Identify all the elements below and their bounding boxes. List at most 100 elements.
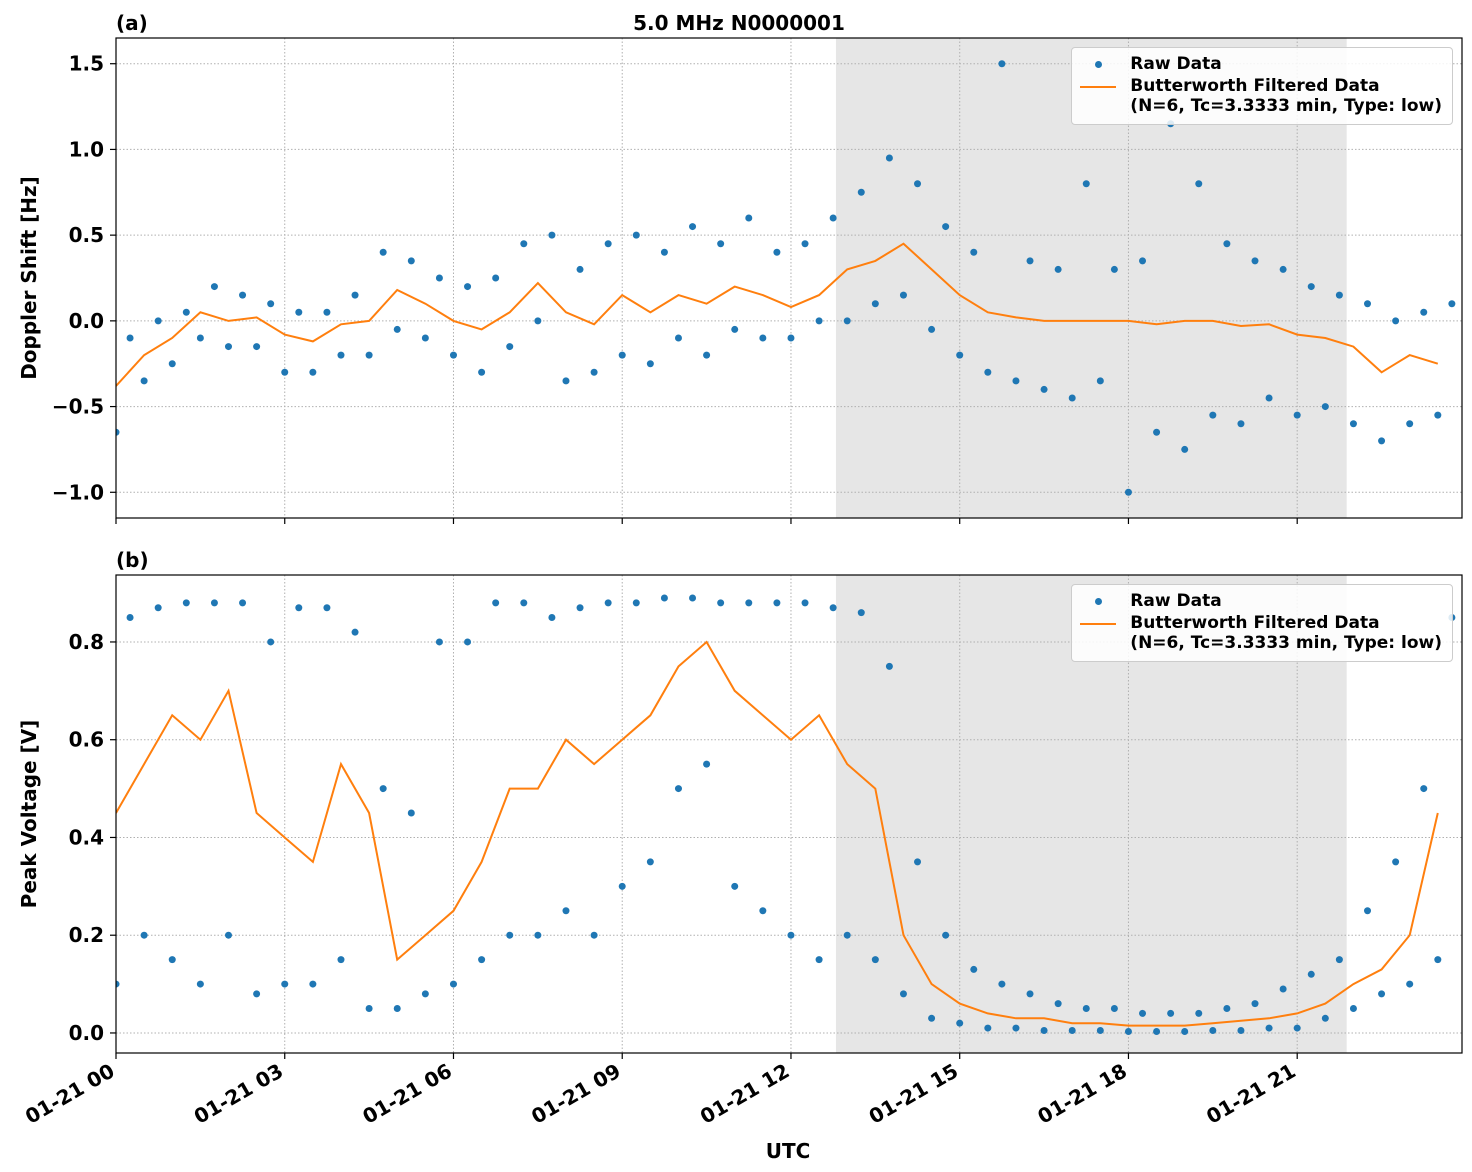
raw-point xyxy=(1026,990,1034,998)
raw-point xyxy=(1265,1024,1273,1032)
raw-point xyxy=(1096,377,1104,385)
raw-point xyxy=(942,223,950,231)
raw-point xyxy=(140,931,148,939)
raw-point xyxy=(464,283,472,291)
raw-point xyxy=(815,956,823,964)
raw-point xyxy=(871,300,879,308)
raw-point xyxy=(1124,488,1132,496)
raw-point xyxy=(1012,1024,1020,1032)
raw-point xyxy=(1153,1027,1161,1035)
raw-point xyxy=(1364,907,1372,915)
raw-point xyxy=(1040,1027,1048,1035)
raw-point xyxy=(1223,240,1231,248)
raw-point xyxy=(449,980,457,988)
raw-point xyxy=(253,990,261,998)
raw-point xyxy=(126,614,134,622)
raw-point xyxy=(1321,1014,1329,1022)
raw-point xyxy=(210,599,218,607)
x-tick-label: 01-21 21 xyxy=(1202,1059,1300,1129)
raw-point xyxy=(239,599,247,607)
x-tick-label: 01-21 03 xyxy=(190,1059,288,1129)
raw-point xyxy=(1082,1005,1090,1013)
legend-label: Raw Data xyxy=(1130,54,1222,74)
legend-key xyxy=(1078,613,1118,633)
raw-point xyxy=(520,240,528,248)
raw-point xyxy=(998,980,1006,988)
raw-point xyxy=(478,956,486,964)
raw-point xyxy=(1406,420,1414,428)
raw-point xyxy=(1209,411,1217,419)
legend-entry: Butterworth Filtered Data (N=6, Tc=3.333… xyxy=(1078,613,1442,653)
raw-point xyxy=(801,599,809,607)
legend-entry: Raw Data xyxy=(1078,54,1442,74)
raw-point xyxy=(1012,377,1020,385)
x-tick-label: 01-21 15 xyxy=(865,1059,963,1129)
raw-point xyxy=(660,248,668,256)
raw-point xyxy=(857,609,865,617)
raw-point xyxy=(281,980,289,988)
raw-point xyxy=(1209,1027,1217,1035)
raw-point xyxy=(1054,1000,1062,1008)
raw-point xyxy=(928,325,936,333)
raw-point xyxy=(1237,1027,1245,1035)
raw-point xyxy=(1251,257,1259,265)
raw-point xyxy=(492,274,500,282)
raw-point xyxy=(1068,1027,1076,1035)
raw-point xyxy=(703,351,711,359)
panel-label: (a) xyxy=(116,11,148,35)
raw-point xyxy=(632,599,640,607)
raw-point xyxy=(239,291,247,299)
raw-point xyxy=(1293,411,1301,419)
raw-point xyxy=(871,956,879,964)
raw-point xyxy=(829,604,837,612)
legend-label: Butterworth Filtered Data (N=6, Tc=3.333… xyxy=(1130,76,1442,116)
raw-point xyxy=(379,785,387,793)
raw-point xyxy=(267,638,275,646)
raw-point xyxy=(1406,980,1414,988)
raw-point xyxy=(674,334,682,342)
raw-point xyxy=(182,308,190,316)
raw-point xyxy=(928,1014,936,1022)
legend: Raw Data Butterworth Filtered Data (N=6, … xyxy=(1071,584,1453,662)
raw-point xyxy=(1195,180,1203,188)
y-tick-label: 0.0 xyxy=(69,1021,104,1045)
y-tick-label: 0.0 xyxy=(69,309,104,333)
raw-point xyxy=(956,351,964,359)
raw-point xyxy=(253,343,261,351)
raw-point xyxy=(1139,1009,1147,1017)
raw-point xyxy=(604,599,612,607)
raw-point xyxy=(506,931,514,939)
raw-point xyxy=(534,931,542,939)
raw-point xyxy=(1096,1027,1104,1035)
raw-point xyxy=(1307,283,1315,291)
raw-point xyxy=(337,956,345,964)
raw-point xyxy=(1293,1024,1301,1032)
raw-point xyxy=(1420,785,1428,793)
raw-point xyxy=(1251,1000,1259,1008)
x-tick-label: 01-21 09 xyxy=(527,1059,625,1129)
raw-point xyxy=(1068,394,1076,402)
raw-point xyxy=(1237,420,1245,428)
chart-title: 5.0 MHz N0000001 xyxy=(633,11,845,35)
y-tick-label: 0.8 xyxy=(69,630,104,654)
raw-point xyxy=(323,604,331,612)
raw-point xyxy=(1181,445,1189,453)
raw-point xyxy=(899,291,907,299)
raw-point xyxy=(407,257,415,265)
raw-point xyxy=(562,377,570,385)
raw-point xyxy=(1434,411,1442,419)
raw-point xyxy=(116,980,120,988)
raw-point xyxy=(984,368,992,376)
raw-point xyxy=(421,334,429,342)
raw-point xyxy=(1434,956,1442,964)
raw-point xyxy=(478,368,486,376)
raw-point xyxy=(998,60,1006,68)
raw-point xyxy=(337,351,345,359)
raw-point xyxy=(914,180,922,188)
raw-point xyxy=(323,308,331,316)
raw-point xyxy=(703,760,711,768)
raw-point xyxy=(407,809,415,817)
raw-point xyxy=(1195,1009,1203,1017)
raw-point xyxy=(506,343,514,351)
raw-point xyxy=(773,599,781,607)
